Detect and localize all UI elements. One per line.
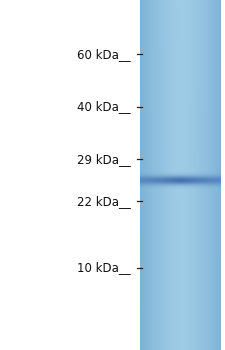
Text: 22 kDa__: 22 kDa__ [77, 195, 130, 208]
Text: 40 kDa__: 40 kDa__ [77, 100, 130, 113]
Text: 29 kDa__: 29 kDa__ [77, 153, 130, 166]
Text: 60 kDa__: 60 kDa__ [77, 48, 130, 61]
Text: 10 kDa__: 10 kDa__ [77, 261, 130, 274]
